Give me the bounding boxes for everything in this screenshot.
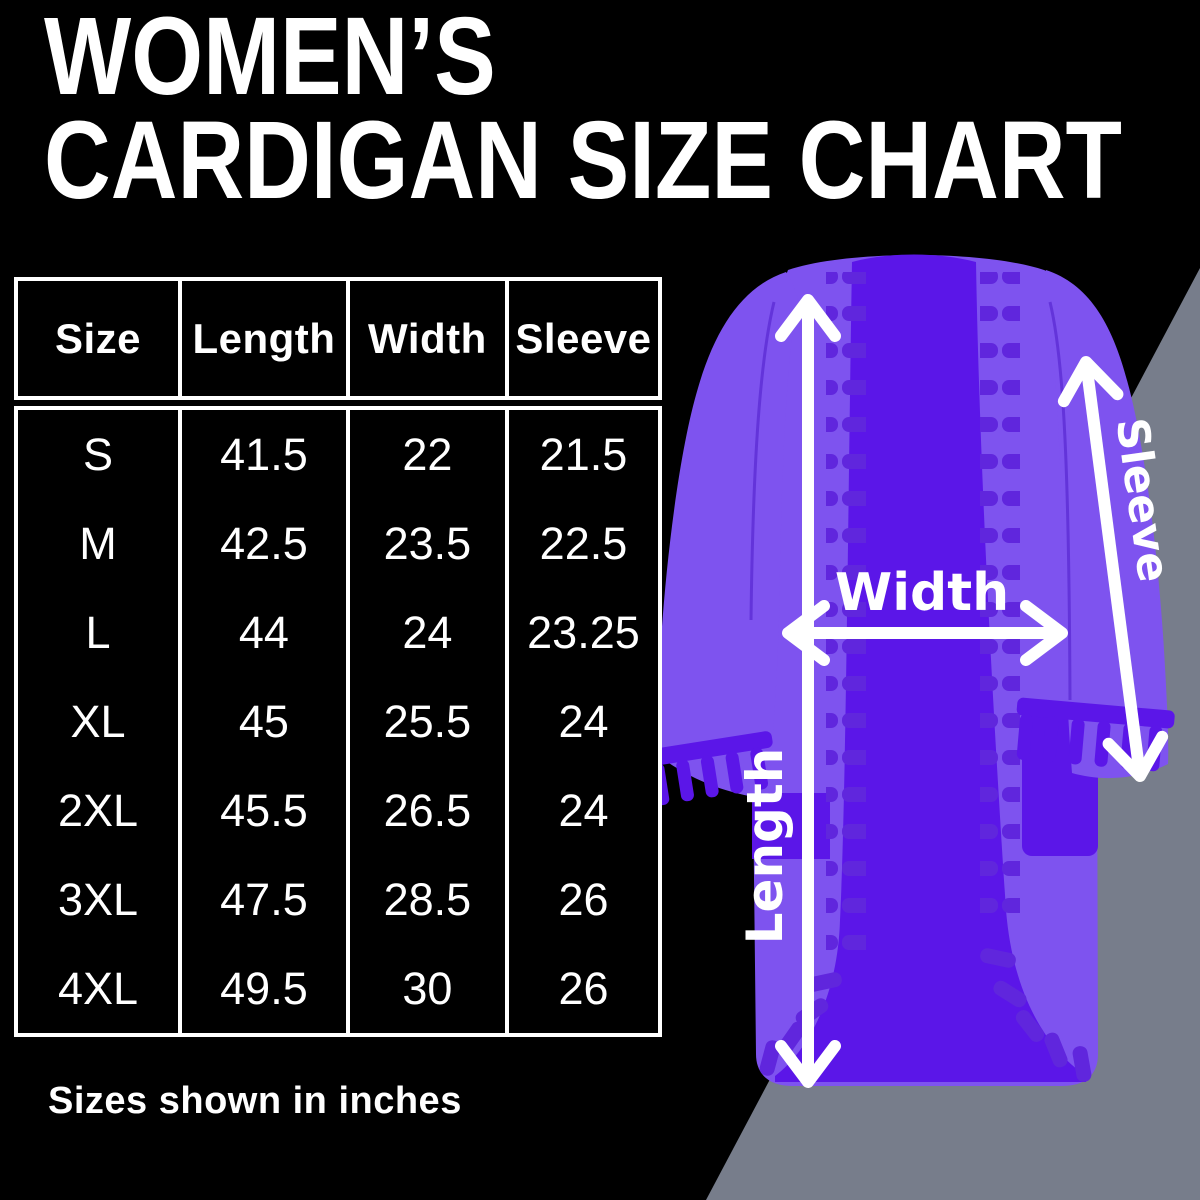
table-cell: 25.5 [383, 695, 472, 747]
table-cell: L [85, 606, 111, 658]
table-cell: 2XL [57, 784, 139, 836]
table-cell: 21.5 [539, 428, 628, 480]
width-column: 22 23.5 24 25.5 26.5 28.5 30 [349, 410, 505, 1033]
sleeve-arrow [1057, 356, 1169, 782]
table-cell: 22 [402, 428, 453, 480]
table-cell: M [79, 517, 117, 569]
page-title: WOMEN’S CARDIGAN SIZE CHART [44, 0, 1122, 220]
table-cell: 24 [558, 784, 609, 836]
sleeve-column: 21.5 22.5 23.25 24 24 26 26 [508, 410, 658, 1033]
table-cell: 24 [558, 695, 609, 747]
table-cell: 45.5 [220, 784, 308, 836]
size-chart-table: Size Length Width Sleeve S M L XL 2XL 3X… [14, 277, 662, 1037]
table-cell: 26 [558, 962, 609, 1014]
table-cell: 22.5 [539, 517, 628, 569]
column-header-length: Length [181, 281, 346, 396]
table-cell: 26 [558, 873, 609, 925]
table-cell: 49.5 [220, 962, 308, 1014]
table-cell: 44 [238, 606, 289, 658]
table-cell: 42.5 [220, 517, 308, 569]
left-sleeve [655, 272, 798, 799]
table-cell: 26.5 [383, 784, 472, 836]
table-body: S M L XL 2XL 3XL 4XL 41.5 42.5 44 45 45.… [14, 406, 662, 1037]
length-label: Length [736, 748, 794, 945]
title-line-1: WOMEN’S [44, 0, 496, 118]
table-cell: 41.5 [220, 428, 308, 480]
table-cell: 28.5 [383, 873, 472, 925]
column-header-size: Size [18, 281, 178, 396]
column-header-sleeve: Sleeve [508, 281, 658, 396]
table-cell: 23.25 [527, 606, 640, 658]
column-header-width: Width [349, 281, 505, 396]
table-cell: 47.5 [220, 873, 308, 925]
title-line-2: CARDIGAN SIZE CHART [44, 99, 1122, 222]
units-footnote: Sizes shown in inches [48, 1080, 462, 1122]
width-label: Width [835, 563, 1009, 623]
table-cell: 23.5 [383, 517, 472, 569]
table-header-row: Size Length Width Sleeve [14, 277, 662, 400]
right-trim-fan [980, 948, 1092, 1082]
table-cell: 4XL [57, 962, 139, 1014]
table-cell: 24 [402, 606, 453, 658]
table-cell: S [82, 428, 113, 480]
length-column: 41.5 42.5 44 45 45.5 47.5 49.5 [181, 410, 346, 1033]
table-cell: 30 [402, 962, 453, 1014]
table-cell: XL [70, 695, 126, 747]
size-column: S M L XL 2XL 3XL 4XL [18, 410, 178, 1033]
table-cell: 45 [238, 695, 289, 747]
table-cell: 3XL [57, 873, 139, 925]
